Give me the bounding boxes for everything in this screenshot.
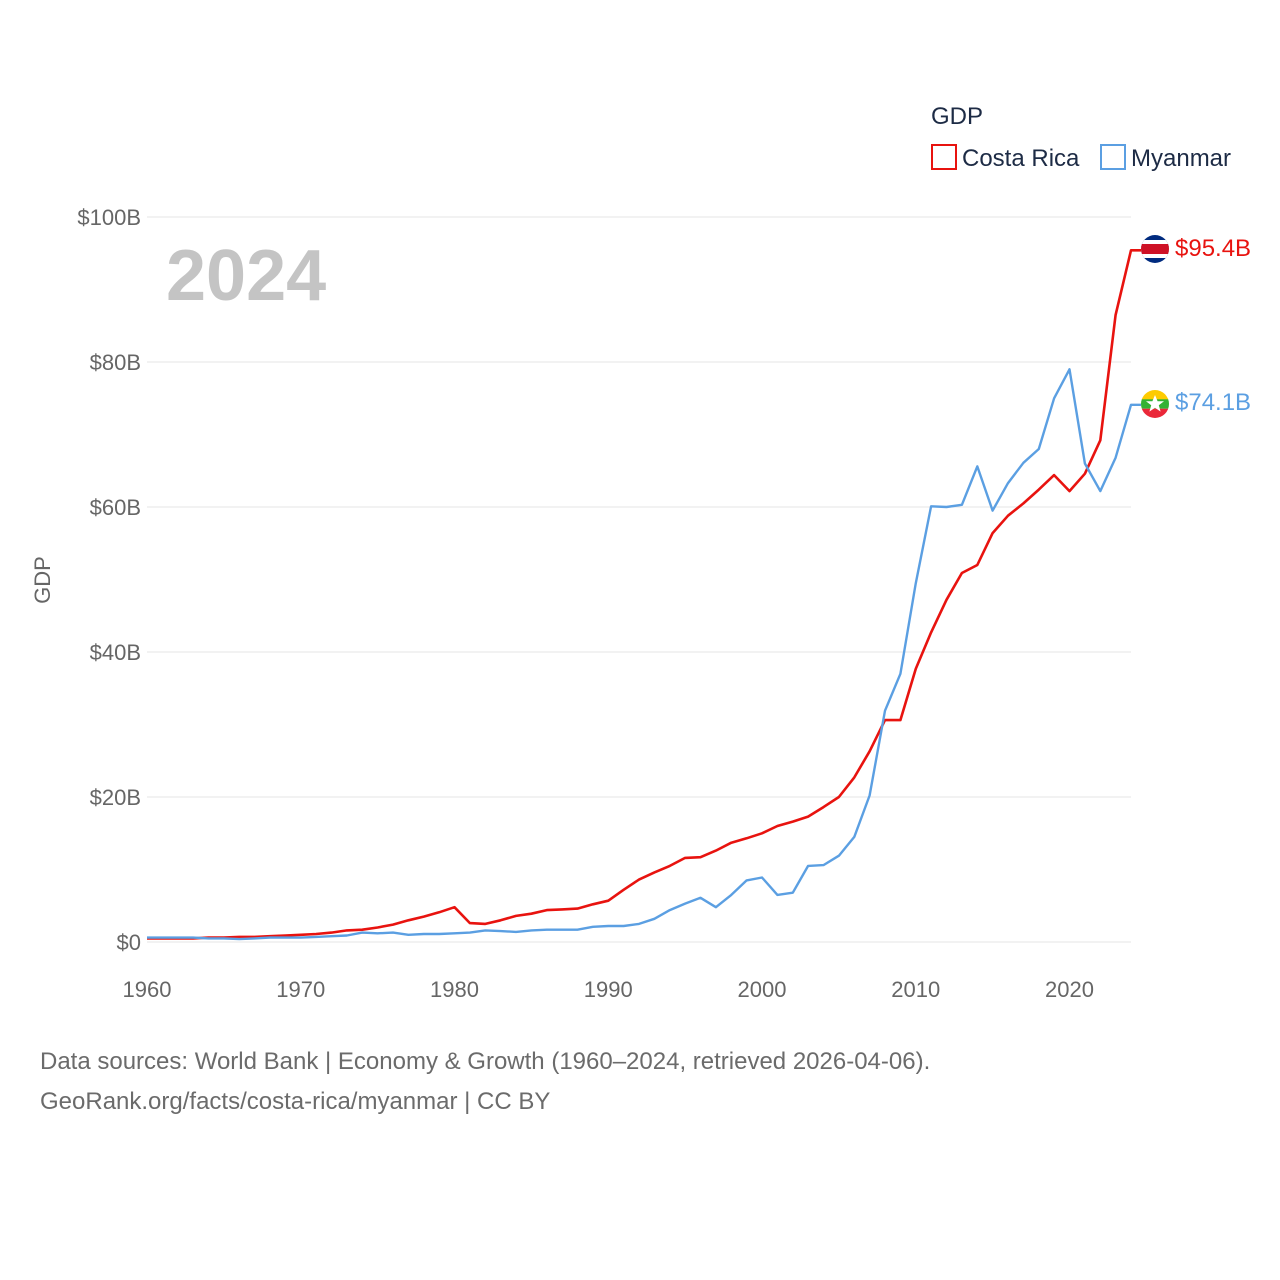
x-axis-ticks: 1960 1970 1980 1990 2000 2010 2020 [123, 977, 1094, 1002]
footer-link[interactable]: GeoRank.org/facts/costa-rica/myanmar | C… [40, 1088, 551, 1115]
series-line-costa-rica[interactable] [147, 249, 1141, 940]
x-tick-label: 1980 [430, 977, 479, 1002]
end-label-myanmar: $74.1B [1175, 389, 1251, 416]
legend-label-myanmar: Myanmar [1131, 145, 1231, 172]
y-tick-label: $60B [90, 495, 141, 520]
costa-rica-flag-icon [1141, 235, 1169, 263]
x-tick-label: 1990 [584, 977, 633, 1002]
legend: GDP Costa Rica Myanmar [931, 103, 1231, 172]
gdp-line-chart: $0 $20B $40B $60B $80B $100B 1960 1970 1980 1990… [30, 103, 1251, 1002]
legend-title: GDP [931, 103, 983, 130]
end-label-costa-rica: $95.4B [1175, 235, 1251, 262]
y-tick-label: $80B [90, 350, 141, 375]
footer-sources: Data sources: World Bank | Economy & Gro… [40, 1048, 931, 1075]
y-axis-ticks: $0 $20B $40B $60B $80B $100B [77, 205, 141, 955]
myanmar-flag-icon [1141, 390, 1169, 418]
legend-swatch-myanmar [1100, 144, 1126, 170]
legend-item-costa-rica[interactable]: Costa Rica [931, 144, 1080, 172]
legend-swatch-costa-rica [931, 144, 957, 170]
y-tick-label: $20B [90, 785, 141, 810]
legend-label-costa-rica: Costa Rica [962, 145, 1080, 172]
x-tick-label: 2020 [1045, 977, 1094, 1002]
y-axis-label: GDP [30, 556, 55, 604]
y-tick-label: $0 [117, 930, 141, 955]
footer: Data sources: World Bank | Economy & Gro… [40, 1042, 930, 1122]
x-tick-label: 1970 [276, 977, 325, 1002]
x-tick-label: 1960 [123, 977, 172, 1002]
x-tick-label: 2010 [891, 977, 940, 1002]
x-tick-label: 2000 [738, 977, 787, 1002]
legend-item-myanmar[interactable]: Myanmar [1100, 144, 1231, 172]
series-line-myanmar[interactable] [147, 368, 1141, 941]
y-tick-label: $100B [77, 205, 141, 230]
y-tick-label: $40B [90, 640, 141, 665]
series-lines [147, 249, 1141, 941]
gridlines [147, 216, 1131, 943]
year-watermark: 2024 [166, 236, 326, 316]
